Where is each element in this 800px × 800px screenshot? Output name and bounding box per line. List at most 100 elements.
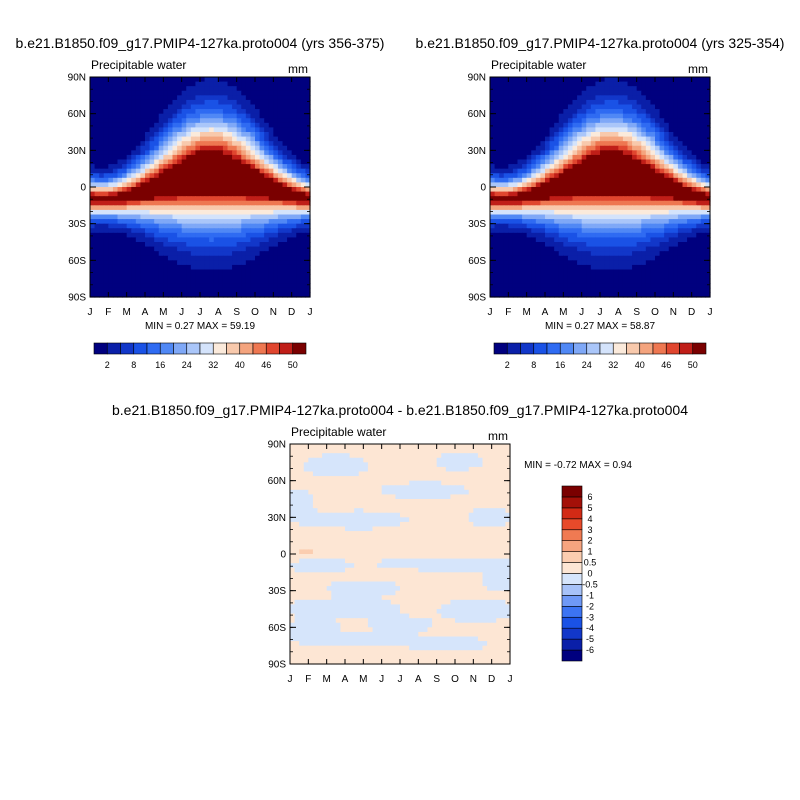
contour-cell bbox=[627, 283, 633, 289]
contour-cell bbox=[90, 237, 96, 243]
contour-cell bbox=[636, 242, 642, 248]
contour-cell bbox=[94, 287, 100, 294]
contour-cell bbox=[503, 122, 509, 129]
contour-cell bbox=[545, 81, 551, 87]
contour-cell bbox=[700, 136, 707, 142]
contour-cell bbox=[494, 182, 500, 188]
contour-cell bbox=[600, 214, 606, 220]
contour-cell bbox=[636, 274, 642, 280]
contour-cell bbox=[455, 448, 461, 454]
contour-cell bbox=[131, 242, 137, 248]
contour-cell bbox=[145, 118, 151, 124]
contour-cell bbox=[558, 187, 564, 193]
contour-cell bbox=[595, 113, 601, 119]
contour-cell bbox=[300, 104, 307, 110]
contour-cell bbox=[232, 237, 238, 243]
colorbar-label: 24 bbox=[182, 360, 192, 370]
contour-cell bbox=[595, 182, 601, 188]
contour-cell bbox=[236, 150, 242, 156]
contour-cell bbox=[595, 136, 601, 142]
contour-cell bbox=[664, 150, 670, 156]
contour-cell bbox=[277, 260, 284, 266]
contour-cell bbox=[167, 292, 174, 298]
contour-cell bbox=[687, 187, 693, 193]
contour-cell bbox=[131, 278, 137, 284]
contour-cell bbox=[181, 214, 187, 220]
contour-cell bbox=[255, 177, 261, 184]
contour-cell bbox=[181, 113, 187, 119]
contour-cell bbox=[250, 237, 256, 243]
contour-cell bbox=[99, 118, 105, 124]
contour-cell bbox=[586, 209, 592, 216]
contour-cell bbox=[227, 209, 233, 216]
contour-cell bbox=[540, 145, 546, 151]
contour-cell bbox=[145, 205, 151, 211]
contour-cell bbox=[126, 209, 132, 216]
contour-cell bbox=[600, 200, 606, 206]
contour-cell bbox=[131, 132, 137, 138]
contour-cell bbox=[126, 90, 132, 96]
contour-cell bbox=[190, 145, 197, 151]
contour-cell bbox=[499, 118, 505, 124]
contour-cell bbox=[627, 127, 633, 133]
contour-cell bbox=[586, 223, 592, 229]
contour-cell bbox=[641, 214, 647, 220]
contour-cell bbox=[140, 191, 146, 197]
contour-cell bbox=[400, 453, 406, 459]
contour-cell bbox=[305, 164, 311, 170]
contour-cell bbox=[586, 205, 592, 211]
contour-cell bbox=[94, 283, 100, 289]
contour-cell bbox=[140, 255, 146, 261]
contour-cell bbox=[186, 109, 192, 115]
contour-cell bbox=[259, 232, 265, 239]
contour-cell bbox=[503, 255, 509, 261]
contour-cell bbox=[526, 278, 532, 284]
contour-cell bbox=[659, 141, 665, 147]
contour-cell bbox=[477, 444, 484, 450]
contour-cell bbox=[705, 164, 711, 170]
contour-cell bbox=[227, 214, 233, 220]
contour-cell bbox=[112, 95, 119, 101]
contour-cell bbox=[517, 187, 523, 193]
contour-cell bbox=[213, 127, 219, 133]
colorbar-box bbox=[173, 342, 188, 355]
contour-cell bbox=[296, 246, 302, 252]
contour-cell bbox=[186, 99, 192, 106]
contour-cell bbox=[255, 141, 261, 147]
contour-cell bbox=[494, 177, 500, 184]
contour-cell bbox=[200, 141, 206, 147]
contour-cell bbox=[499, 246, 505, 252]
contour-cell bbox=[154, 223, 160, 229]
contour-cell bbox=[291, 159, 297, 165]
contour-cell bbox=[545, 200, 551, 206]
contour-cell bbox=[526, 95, 532, 101]
contour-cell bbox=[149, 81, 155, 87]
contour-cell bbox=[554, 200, 560, 206]
contour-cell bbox=[535, 200, 542, 206]
contour-cell bbox=[655, 173, 661, 179]
contour-cell bbox=[245, 86, 252, 92]
contour-cell bbox=[90, 122, 96, 129]
contour-cell bbox=[696, 251, 702, 257]
contour-cell bbox=[108, 132, 114, 138]
contour-cell bbox=[499, 77, 505, 83]
contour-cell bbox=[273, 159, 279, 165]
contour-cell bbox=[140, 205, 146, 211]
contour-cell bbox=[668, 187, 674, 193]
contour-cell bbox=[563, 90, 569, 96]
contour-cell bbox=[535, 122, 542, 129]
contour-cell bbox=[673, 255, 679, 261]
contour-cell bbox=[245, 246, 252, 252]
contour-cell bbox=[99, 136, 105, 142]
contour-cell bbox=[558, 260, 564, 266]
contour-cell bbox=[687, 287, 693, 294]
contour-cell bbox=[645, 219, 652, 225]
contour-cell bbox=[512, 104, 519, 110]
contour-cell bbox=[673, 242, 679, 248]
x-tick-label: M bbox=[522, 307, 530, 318]
contour-cell bbox=[512, 86, 519, 92]
contour-cell bbox=[499, 269, 505, 275]
contour-cell bbox=[154, 77, 160, 83]
contour-cell bbox=[512, 90, 519, 96]
contour-cell bbox=[503, 104, 509, 110]
